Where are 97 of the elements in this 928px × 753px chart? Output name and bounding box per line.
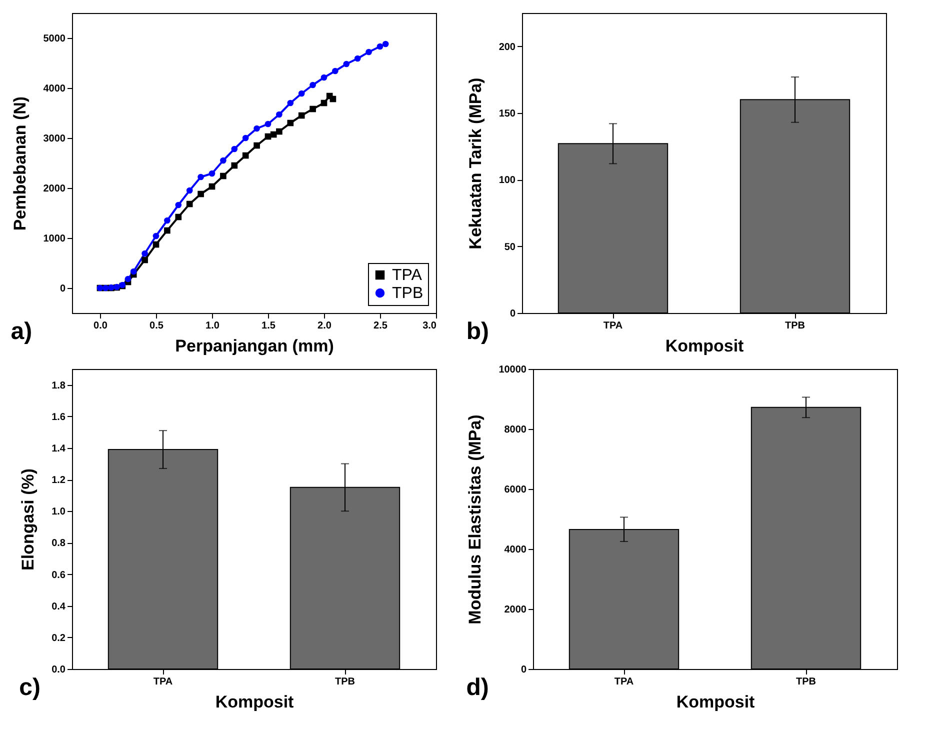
y-tick-label: 0.4 bbox=[52, 601, 66, 612]
y-tick-label: 0.8 bbox=[52, 538, 66, 550]
point bbox=[376, 43, 384, 50]
text: b) bbox=[466, 318, 489, 345]
y-axis-title: Pembebanan (N) bbox=[10, 96, 30, 231]
point bbox=[320, 100, 328, 106]
y-tick-label: 100 bbox=[498, 175, 516, 186]
point bbox=[124, 276, 132, 282]
point bbox=[142, 256, 148, 264]
point bbox=[310, 82, 316, 88]
point bbox=[343, 60, 350, 68]
point bbox=[264, 120, 272, 128]
y-tick-label: 1.8 bbox=[52, 380, 66, 392]
y-tick-label: 5000 bbox=[43, 34, 66, 44]
legend-label: TPB bbox=[392, 285, 424, 302]
y-tick-label: 0 bbox=[510, 308, 516, 320]
y-tick-label: 3000 bbox=[43, 134, 66, 144]
point bbox=[175, 202, 182, 208]
y-tick-label: 1.2 bbox=[52, 475, 66, 486]
text: d) bbox=[466, 674, 489, 701]
point bbox=[208, 170, 216, 177]
y-tick-label: 0.2 bbox=[52, 632, 66, 644]
x-tick-label: 0.0 bbox=[94, 320, 108, 332]
y-tick-label: 4000 bbox=[504, 544, 527, 556]
x-tick-label: TPA bbox=[614, 676, 634, 688]
point bbox=[310, 106, 316, 112]
point bbox=[287, 120, 294, 126]
y-axis-title: Elongasi (%) bbox=[18, 468, 38, 571]
x-axis-title: Komposit bbox=[665, 336, 744, 356]
y-tick-label: 0 bbox=[60, 284, 66, 294]
x-tick-label: TPB bbox=[335, 676, 355, 688]
y-tick-label: 2000 bbox=[43, 184, 66, 194]
point bbox=[152, 241, 160, 248]
y-tick-label: 150 bbox=[498, 108, 516, 120]
x-tick-label: 2.0 bbox=[318, 320, 332, 332]
point bbox=[320, 74, 328, 81]
y-tick-label: 8000 bbox=[504, 424, 527, 436]
y-tick-label: 10000 bbox=[498, 364, 527, 376]
point bbox=[175, 214, 182, 220]
y-tick-label: 6000 bbox=[504, 484, 527, 496]
point bbox=[276, 128, 282, 135]
x-tick-label: 1.0 bbox=[206, 320, 220, 332]
point bbox=[270, 131, 277, 138]
y-tick-label: 50 bbox=[504, 242, 516, 253]
point bbox=[130, 268, 137, 275]
point bbox=[287, 100, 294, 106]
y-axis-title: Kekuatan Tarik (MPa) bbox=[466, 78, 485, 250]
point bbox=[208, 183, 216, 190]
x-axis-title: Perpanjangan (mm) bbox=[175, 336, 334, 356]
point bbox=[382, 40, 389, 48]
point bbox=[298, 112, 305, 119]
legend-label: TPA bbox=[392, 267, 422, 284]
x-tick-label: TPA bbox=[603, 320, 623, 332]
y-tick-label: 4000 bbox=[43, 84, 66, 94]
point bbox=[254, 125, 260, 132]
point bbox=[354, 55, 361, 62]
point bbox=[231, 162, 238, 169]
point bbox=[254, 142, 260, 149]
point bbox=[142, 250, 148, 257]
y-tick-label: 1.6 bbox=[52, 412, 66, 423]
x-tick-label: 0.5 bbox=[150, 320, 164, 332]
point bbox=[164, 227, 170, 234]
y-tick-label: 2000 bbox=[504, 604, 527, 616]
point bbox=[332, 68, 338, 74]
point bbox=[186, 187, 193, 194]
y-axis-title: Modulus Elastisitas (MPa) bbox=[466, 414, 485, 624]
x-tick-label: 3.0 bbox=[422, 320, 437, 332]
point bbox=[231, 146, 238, 152]
y-tick-label: 200 bbox=[498, 42, 516, 53]
x-tick-label: 1.5 bbox=[262, 320, 276, 332]
x-tick-label: TPB bbox=[796, 676, 816, 688]
text: a) bbox=[10, 318, 32, 345]
point bbox=[276, 111, 282, 118]
x-tick-label: TPB bbox=[785, 320, 805, 332]
y-tick-label: 1000 bbox=[43, 234, 66, 244]
point bbox=[220, 172, 226, 180]
x-tick-label: 2.5 bbox=[374, 320, 388, 332]
y-tick-label: 1.0 bbox=[52, 506, 66, 518]
point bbox=[220, 157, 226, 164]
point bbox=[164, 217, 170, 224]
point bbox=[152, 232, 160, 240]
point bbox=[186, 200, 193, 208]
x-axis-title: Komposit bbox=[676, 692, 756, 712]
y-tick-label: 0.0 bbox=[52, 664, 66, 676]
x-tick-label: TPA bbox=[153, 676, 173, 688]
y-tick-label: 0.6 bbox=[52, 570, 66, 581]
point bbox=[366, 48, 372, 56]
point bbox=[198, 190, 204, 198]
point bbox=[198, 174, 204, 180]
point bbox=[298, 90, 305, 97]
x-axis-title: Komposit bbox=[215, 692, 294, 712]
point bbox=[242, 152, 249, 159]
point bbox=[242, 134, 249, 142]
text: c) bbox=[19, 674, 40, 701]
point bbox=[330, 96, 336, 102]
y-tick-label: 0 bbox=[520, 664, 527, 676]
y-tick-label: 1.4 bbox=[52, 443, 66, 454]
